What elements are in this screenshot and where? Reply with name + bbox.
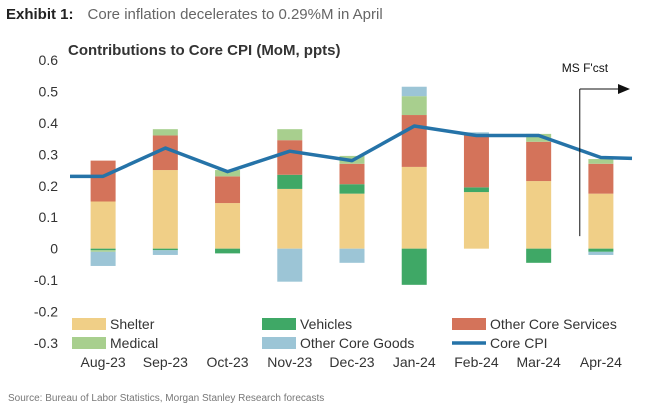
forecast-marker: MS F'cst bbox=[562, 61, 630, 237]
x-axis: Aug-23 Sep-23 Oct-23 Nov-23 Dec-23 Jan-24 Feb-… bbox=[81, 354, 623, 370]
series-line-core-cpi bbox=[70, 124, 633, 179]
y-tick-label: 0.1 bbox=[39, 209, 59, 225]
legend-label-other-core-goods: Other Core Goods bbox=[300, 335, 414, 351]
bar-shelter-nov-23 bbox=[277, 188, 303, 249]
bar-other-core-services-nov-23 bbox=[277, 140, 303, 175]
y-tick-label: 0.5 bbox=[39, 83, 59, 99]
legend-label-medical: Medical bbox=[110, 335, 158, 351]
x-tick-label: Aug-23 bbox=[81, 354, 126, 370]
legend: Shelter Vehicles Other Core Services Medica… bbox=[72, 316, 617, 351]
legend-label-vehicles: Vehicles bbox=[300, 316, 352, 332]
y-tick-label: -0.3 bbox=[34, 335, 58, 351]
forecast-arrow-head bbox=[618, 84, 630, 94]
bar-medical-nov-23 bbox=[277, 129, 303, 141]
bars bbox=[90, 86, 614, 285]
exhibit-label: Exhibit 1: bbox=[6, 6, 74, 23]
bar-vehicles-aug-23 bbox=[90, 248, 116, 251]
bar-other-core-services-mar-24 bbox=[526, 141, 552, 182]
y-tick-label: -0.1 bbox=[34, 272, 58, 288]
legend-swatch-shelter bbox=[72, 318, 106, 330]
y-tick-label: 0 bbox=[50, 241, 58, 257]
y-tick-label: 0.2 bbox=[39, 178, 59, 194]
bar-shelter-oct-23 bbox=[215, 203, 241, 249]
chart-title: Contributions to Core CPI (MoM, ppts) bbox=[68, 42, 340, 59]
bar-shelter-apr-24 bbox=[588, 193, 614, 249]
bar-other-core-services-jan-24 bbox=[401, 115, 427, 167]
x-tick-label: Dec-23 bbox=[329, 354, 374, 370]
bar-shelter-dec-23 bbox=[339, 193, 365, 249]
bar-other-core-goods-jan-24 bbox=[401, 86, 427, 97]
bar-vehicles-jan-24 bbox=[401, 248, 427, 285]
bar-shelter-mar-24 bbox=[526, 181, 552, 249]
bar-other-core-goods-feb-24 bbox=[463, 132, 489, 134]
bar-vehicles-nov-23 bbox=[277, 174, 303, 189]
legend-label-core-cpi: Core CPI bbox=[490, 335, 548, 351]
bar-medical-sep-23 bbox=[152, 129, 178, 136]
bar-other-core-services-feb-24 bbox=[463, 135, 489, 188]
bar-shelter-aug-23 bbox=[90, 201, 116, 249]
legend-swatch-medical bbox=[72, 337, 106, 349]
x-tick-label: Feb-24 bbox=[454, 354, 499, 370]
x-tick-label: Sep-23 bbox=[143, 354, 188, 370]
y-tick-label: 0.4 bbox=[39, 115, 59, 131]
bar-other-core-services-apr-24 bbox=[588, 163, 614, 194]
bar-vehicles-oct-23 bbox=[215, 248, 241, 254]
bar-shelter-feb-24 bbox=[463, 192, 489, 249]
x-tick-label: Nov-23 bbox=[267, 354, 312, 370]
bar-vehicles-feb-24 bbox=[463, 187, 489, 193]
legend-label-other-core-services: Other Core Services bbox=[490, 316, 617, 332]
x-tick-label: Oct-23 bbox=[207, 354, 249, 370]
legend-swatch-other-core-goods bbox=[262, 337, 296, 349]
y-tick-label: -0.2 bbox=[34, 304, 58, 320]
exhibit-title: Core inflation decelerates to 0.29%M in … bbox=[87, 6, 383, 23]
x-tick-label: Apr-24 bbox=[580, 354, 622, 370]
bar-other-core-services-oct-23 bbox=[215, 176, 241, 204]
bar-vehicles-mar-24 bbox=[526, 248, 552, 263]
bar-medical-aug-23 bbox=[90, 250, 116, 252]
bar-shelter-jan-24 bbox=[401, 166, 427, 249]
x-tick-label: Mar-24 bbox=[516, 354, 561, 370]
bar-other-core-goods-apr-24 bbox=[588, 251, 614, 255]
y-axis: -0.3 -0.2 -0.1 0 0.1 0.2 0.3 0.4 0.5 0.6 bbox=[34, 52, 58, 351]
core-cpi-contributions-chart: Contributions to Core CPI (MoM, ppts) -0… bbox=[34, 42, 633, 370]
bar-other-core-goods-nov-23 bbox=[277, 248, 303, 282]
bar-medical-mar-24 bbox=[526, 133, 552, 142]
source-note: Source: Bureau of Labor Statistics, Morg… bbox=[8, 393, 325, 404]
x-tick-label: Jan-24 bbox=[393, 354, 436, 370]
legend-swatch-other-core-services bbox=[452, 318, 486, 330]
bar-other-core-goods-dec-23 bbox=[339, 248, 365, 263]
legend-swatch-vehicles bbox=[262, 318, 296, 330]
bar-medical-jan-24 bbox=[401, 96, 427, 116]
bar-medical-apr-24 bbox=[588, 159, 614, 164]
bar-other-core-services-aug-23 bbox=[90, 160, 116, 202]
bar-other-core-services-dec-23 bbox=[339, 163, 365, 185]
core-cpi-line-layer bbox=[70, 124, 633, 179]
y-tick-label: 0.6 bbox=[39, 52, 59, 68]
legend-label-shelter: Shelter bbox=[110, 316, 155, 332]
bar-vehicles-dec-23 bbox=[339, 184, 365, 194]
bar-shelter-sep-23 bbox=[152, 170, 178, 249]
bar-other-core-goods-aug-23 bbox=[90, 251, 116, 266]
bar-vehicles-apr-24 bbox=[588, 248, 614, 252]
forecast-label: MS F'cst bbox=[562, 61, 609, 75]
bar-vehicles-sep-23 bbox=[152, 248, 178, 251]
exhibit-header: Exhibit 1: Core inflation decelerates to … bbox=[6, 6, 383, 23]
y-tick-label: 0.3 bbox=[39, 146, 59, 162]
bar-other-core-goods-sep-23 bbox=[152, 250, 178, 255]
